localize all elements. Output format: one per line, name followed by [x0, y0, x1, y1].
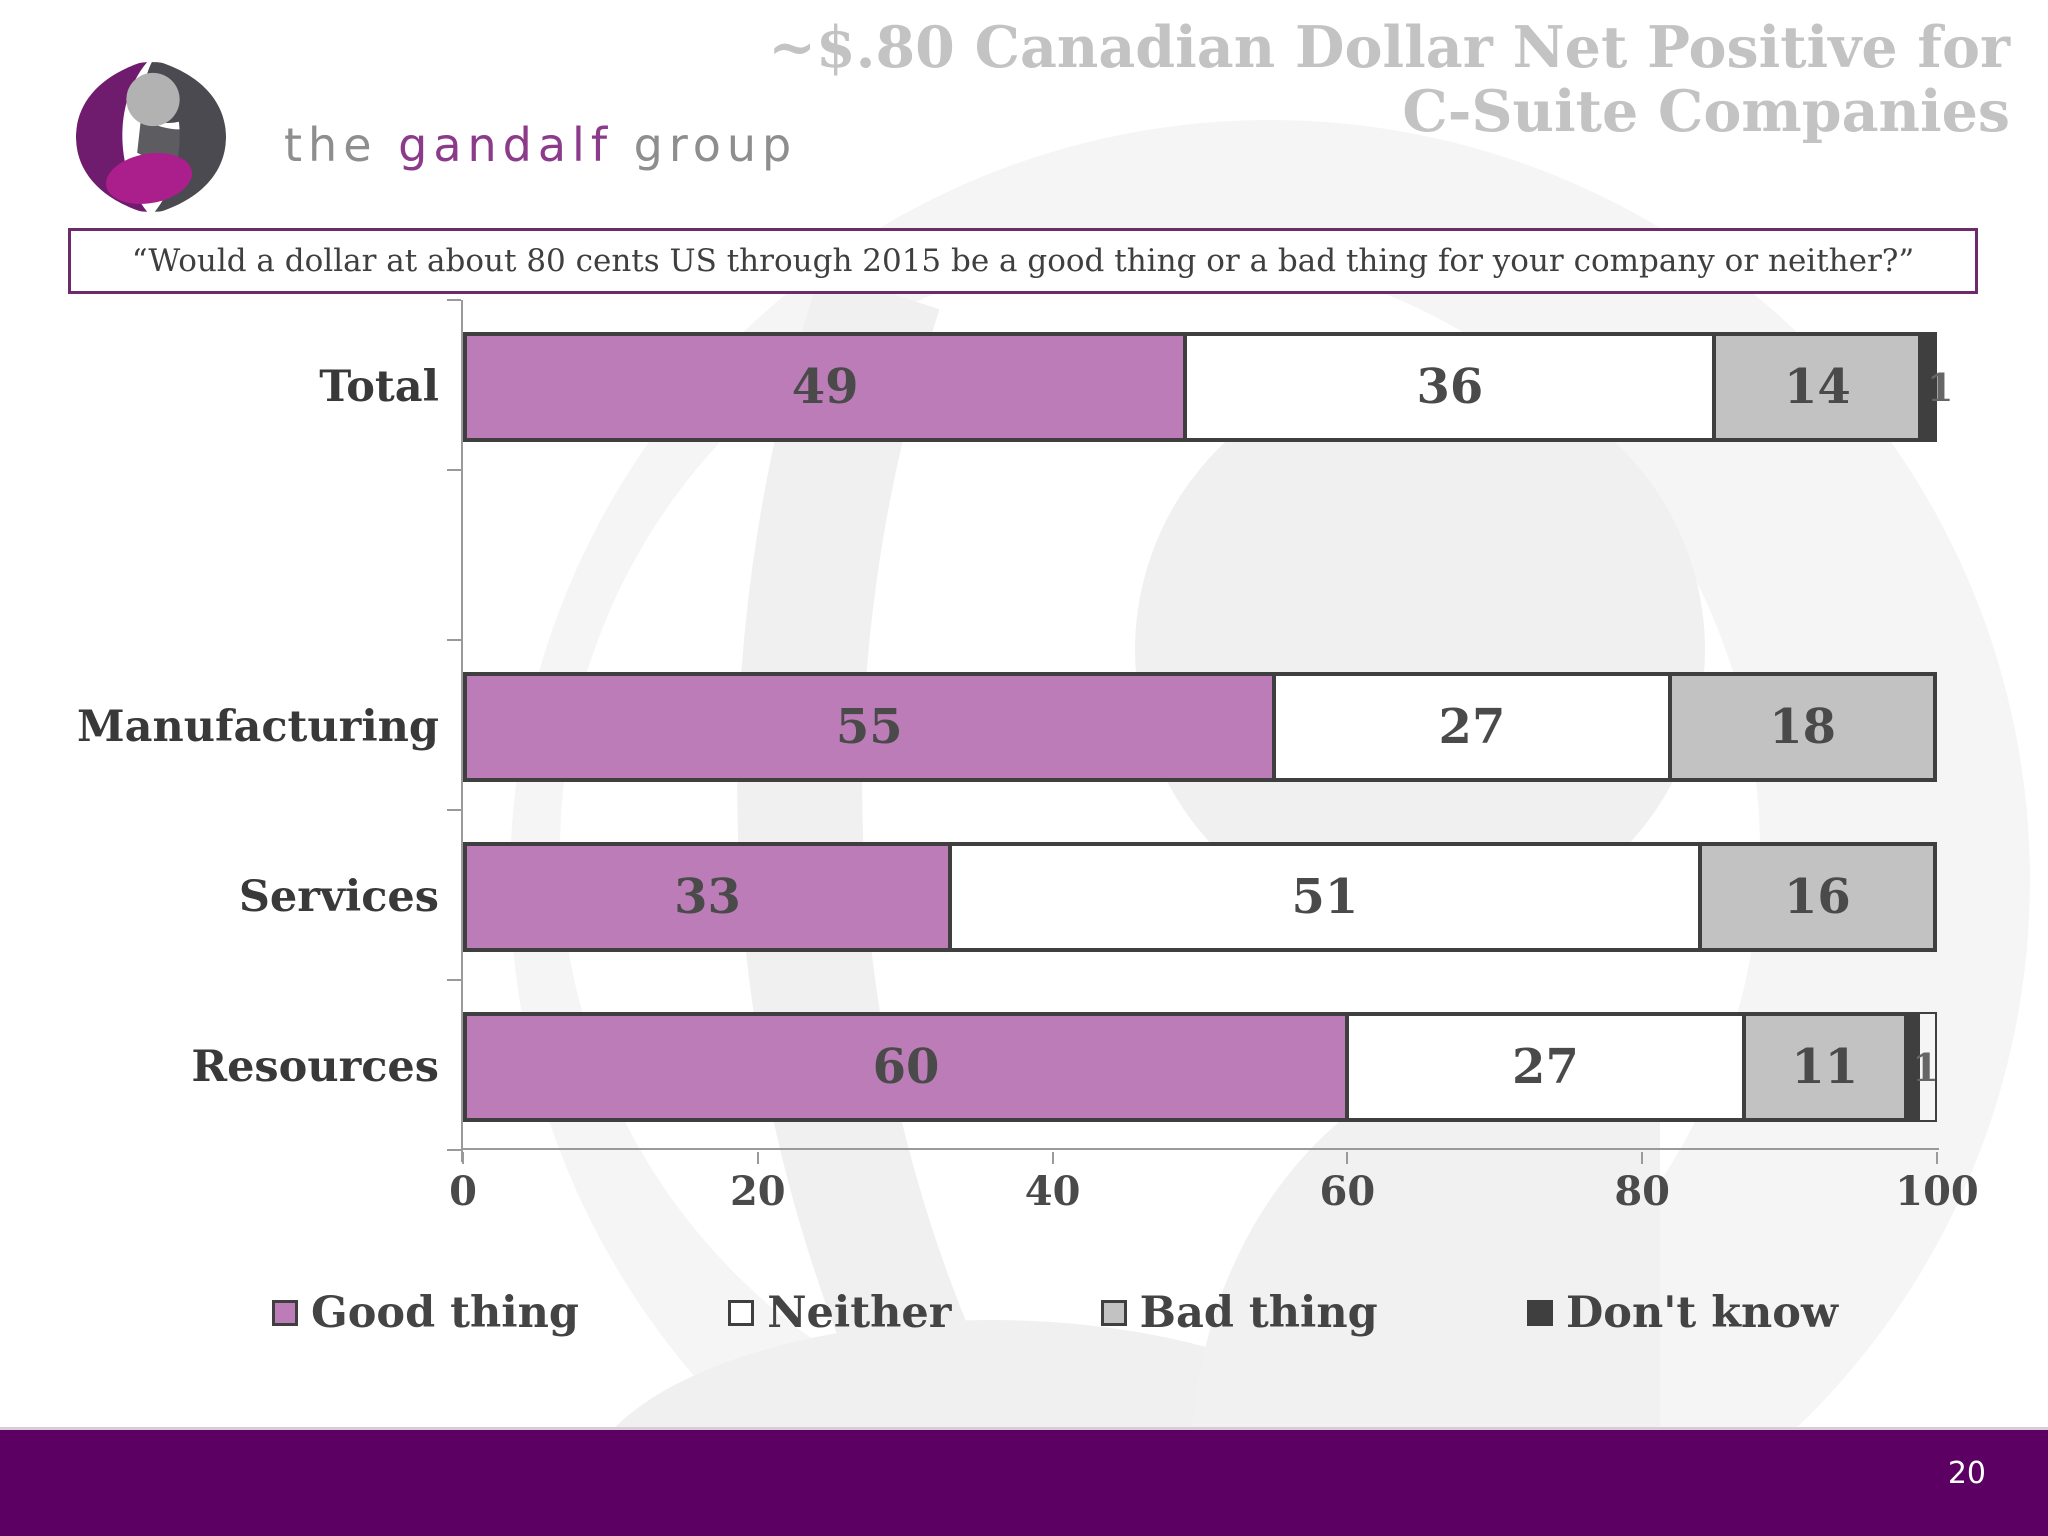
bar-segment-bad-thing: 14: [1714, 334, 1921, 440]
chart-legend: Good thing Neither Bad thing Don't know: [272, 1288, 1838, 1338]
category-label: Manufacturing: [77, 702, 439, 752]
logo-word-gandalf: gandalf: [398, 118, 614, 172]
page-number: 20: [1947, 1456, 1986, 1491]
legend-swatch: [1100, 1300, 1127, 1326]
legend-swatch: [1527, 1300, 1553, 1326]
y-axis-tick: [447, 1149, 461, 1151]
legend-swatch: [272, 1300, 298, 1326]
bar-row: 60 27 11 1: [463, 1012, 1939, 1122]
category-label: Total: [319, 362, 439, 412]
x-axis-tick-label: 100: [1895, 1168, 1979, 1215]
bar-segment-don-t-know: [1920, 334, 1935, 440]
survey-question-box: “Would a dollar at about 80 cents US thr…: [68, 228, 1978, 294]
bar-value-outside-label: 1: [1912, 1044, 1939, 1090]
bar-segment-bad-thing: 11: [1743, 1014, 1906, 1120]
x-axis-tick-label: 40: [1024, 1168, 1081, 1215]
bar-segment-neither: 36: [1185, 334, 1715, 440]
bar-segment-neither: 27: [1347, 1014, 1744, 1120]
survey-question-text: “Would a dollar at about 80 cents US thr…: [131, 243, 1915, 279]
bar-row: 33 51 16: [463, 842, 1937, 952]
y-axis-tick: [447, 469, 461, 471]
slide-title: ~$.80 Canadian Dollar Net Positive for C…: [610, 16, 2010, 144]
legend-item-bad-thing: Bad thing: [1100, 1288, 1378, 1338]
bar-value-outside-label: 1: [1927, 364, 1954, 410]
x-axis-tick: [462, 1152, 464, 1164]
bar-segment-don-t-know: [1905, 1014, 1921, 1120]
gandalf-group-wordmark: the gandalf group: [284, 118, 797, 172]
x-axis-tick-label: 80: [1614, 1168, 1671, 1215]
bar-segment-good-thing: 60: [465, 1014, 1347, 1120]
y-axis-tick: [447, 979, 461, 981]
legend-label: Good thing: [311, 1288, 579, 1338]
legend-label: Bad thing: [1139, 1288, 1378, 1338]
legend-item-good-thing: Good thing: [272, 1288, 579, 1338]
plot-area: 0 20 40 60 80 100 Total 49 36 14 1 Manufacturing 55 2…: [77, 299, 1979, 1215]
x-axis-tick-label: 0: [449, 1168, 477, 1215]
category-label: Services: [238, 872, 439, 922]
slide-title-line2: C-Suite Companies: [1402, 77, 2010, 145]
y-axis-line: [461, 300, 463, 1162]
x-axis-tick: [1346, 1152, 1349, 1164]
bar-segment-neither: 27: [1273, 674, 1671, 780]
x-axis-tick: [1641, 1152, 1644, 1164]
legend-item-neither: Neither: [728, 1288, 951, 1338]
bar-segment-good-thing: 33: [465, 844, 951, 950]
bar-segment-bad-thing: 18: [1670, 674, 1935, 780]
x-axis-tick-label: 20: [729, 1168, 786, 1215]
legend-label: Neither: [767, 1288, 952, 1338]
logo-word-group: group: [613, 118, 798, 172]
bar-segment-bad-thing: 16: [1699, 844, 1935, 950]
gandalf-group-logo-icon: [75, 61, 227, 213]
x-axis-tick: [1051, 1152, 1054, 1164]
y-axis-tick: [447, 299, 461, 301]
legend-label: Don't know: [1566, 1288, 1838, 1338]
bar-row: 49 36 14 1: [463, 332, 1953, 442]
slide-title-line1: ~$.80 Canadian Dollar Net Positive for: [768, 14, 2010, 81]
footer-bar: 20: [0, 1427, 2048, 1536]
legend-item-don-t-know: Don't know: [1527, 1288, 1838, 1338]
category-label: Resources: [191, 1042, 439, 1092]
x-axis-line: [461, 1148, 1939, 1150]
bar-segment-neither: 51: [950, 844, 1700, 950]
bar-segment-good-thing: 49: [465, 334, 1186, 440]
bar-row: 55 27 18: [463, 672, 1937, 782]
legend-swatch: [728, 1300, 755, 1326]
bar-segment-good-thing: 55: [465, 674, 1274, 780]
y-axis-tick: [447, 809, 461, 811]
y-axis-tick: [447, 639, 461, 641]
logo-word-the: the: [284, 118, 399, 172]
x-axis-tick-label: 60: [1319, 1168, 1376, 1215]
x-axis-tick: [756, 1152, 759, 1164]
x-axis-tick: [1936, 1152, 1938, 1164]
